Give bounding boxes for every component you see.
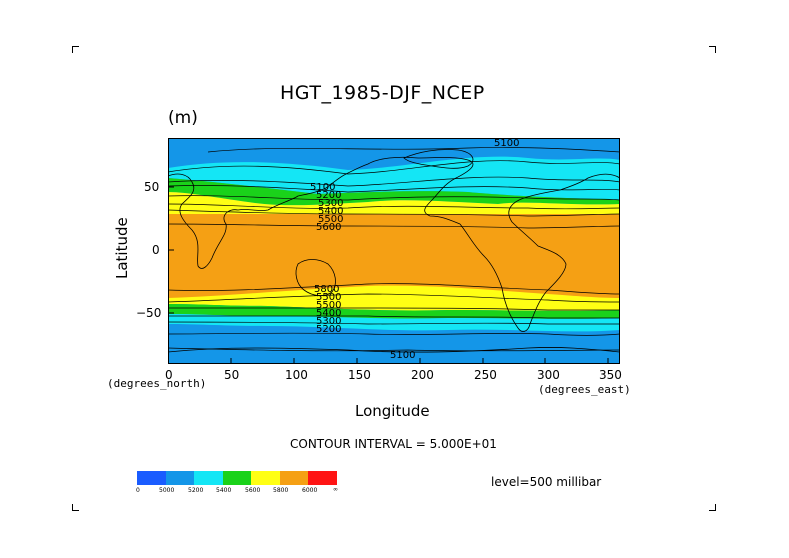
contour-label: 5500	[316, 292, 341, 303]
colorbar-label: 5000	[159, 487, 175, 494]
crop-mark-bottom-left	[72, 504, 79, 511]
contour-label: 5100	[494, 138, 519, 149]
x-tick-label: 100	[285, 368, 308, 382]
contour-labels: 5100 5100 5200 5300 5400 5500 5600 5800 …	[310, 138, 519, 361]
colorbar	[137, 471, 338, 485]
axis-ticks	[168, 186, 609, 364]
x-unit-note: (degrees_east)	[538, 383, 631, 396]
y-unit-note: (degrees_north)	[107, 377, 207, 390]
colorbar-label: 5400	[216, 487, 232, 494]
colorbar-swatch	[279, 471, 309, 485]
colorbar-swatch	[137, 471, 166, 485]
x-tick-label: 300	[537, 368, 560, 382]
x-tick-label: 150	[348, 368, 371, 382]
colorbar-label: ∞	[333, 486, 338, 493]
contour-label: 5400	[318, 206, 343, 217]
contour-label: 5300	[318, 198, 343, 209]
contour-interval-text: CONTOUR INTERVAL = 5.000E+01	[290, 437, 497, 451]
x-axis-label: Longitude	[355, 402, 430, 420]
crop-mark-top-right	[709, 46, 716, 53]
y-tick-label: 50	[144, 180, 160, 194]
level-text: level=500 millibar	[491, 475, 602, 489]
band-5800-north-edge	[168, 214, 620, 228]
colorbar-swatch	[251, 471, 280, 485]
contour-label: 5200	[316, 324, 341, 335]
y-tick-label: −50	[136, 306, 162, 320]
plot-title: HGT_1985-DJF_NCEP	[280, 82, 485, 104]
x-tick-label: 250	[474, 368, 497, 382]
units-label: (m)	[168, 108, 198, 128]
colorbar-label: 6000	[302, 487, 318, 494]
contour-label: 5100	[310, 182, 335, 193]
geopotential-height-map: 5100 5100 5200 5300 5400 5500 5600 5800 …	[168, 138, 620, 364]
x-tick-label: 200	[411, 368, 434, 382]
contour-label: 5300	[316, 316, 341, 327]
contour-label: 5400	[316, 308, 341, 319]
x-tick-label: 0	[165, 368, 173, 382]
plot-frame	[168, 138, 620, 364]
colorbar-label: 5200	[188, 487, 204, 494]
contour-label: 5500	[318, 214, 343, 225]
contour-lines	[168, 147, 620, 352]
y-tick-label: 0	[152, 243, 160, 257]
band-5600-south	[168, 285, 620, 311]
colorbar-swatch	[165, 471, 195, 485]
contour-label: 5500	[316, 300, 341, 311]
colorbar-label: 5600	[245, 487, 261, 494]
colorbar-label: 5800	[273, 487, 289, 494]
crop-mark-top-left	[72, 46, 79, 53]
contour-label: 5200	[316, 190, 341, 201]
colorbar-swatch	[222, 471, 252, 485]
x-tick-label: 350	[599, 368, 622, 382]
y-axis-label: Latitude	[113, 217, 131, 279]
crop-mark-bottom-right	[709, 504, 716, 511]
coastlines	[168, 149, 620, 353]
band-5200-south	[168, 314, 620, 332]
contour-label: 5100	[390, 350, 415, 361]
x-tick-label: 50	[224, 368, 240, 382]
contour-label: 5600	[316, 222, 341, 233]
colorbar-swatch	[194, 471, 223, 485]
colorbar-swatch	[308, 471, 338, 485]
colorbar-label: 0	[136, 487, 140, 494]
contour-label: 5800	[314, 284, 339, 295]
